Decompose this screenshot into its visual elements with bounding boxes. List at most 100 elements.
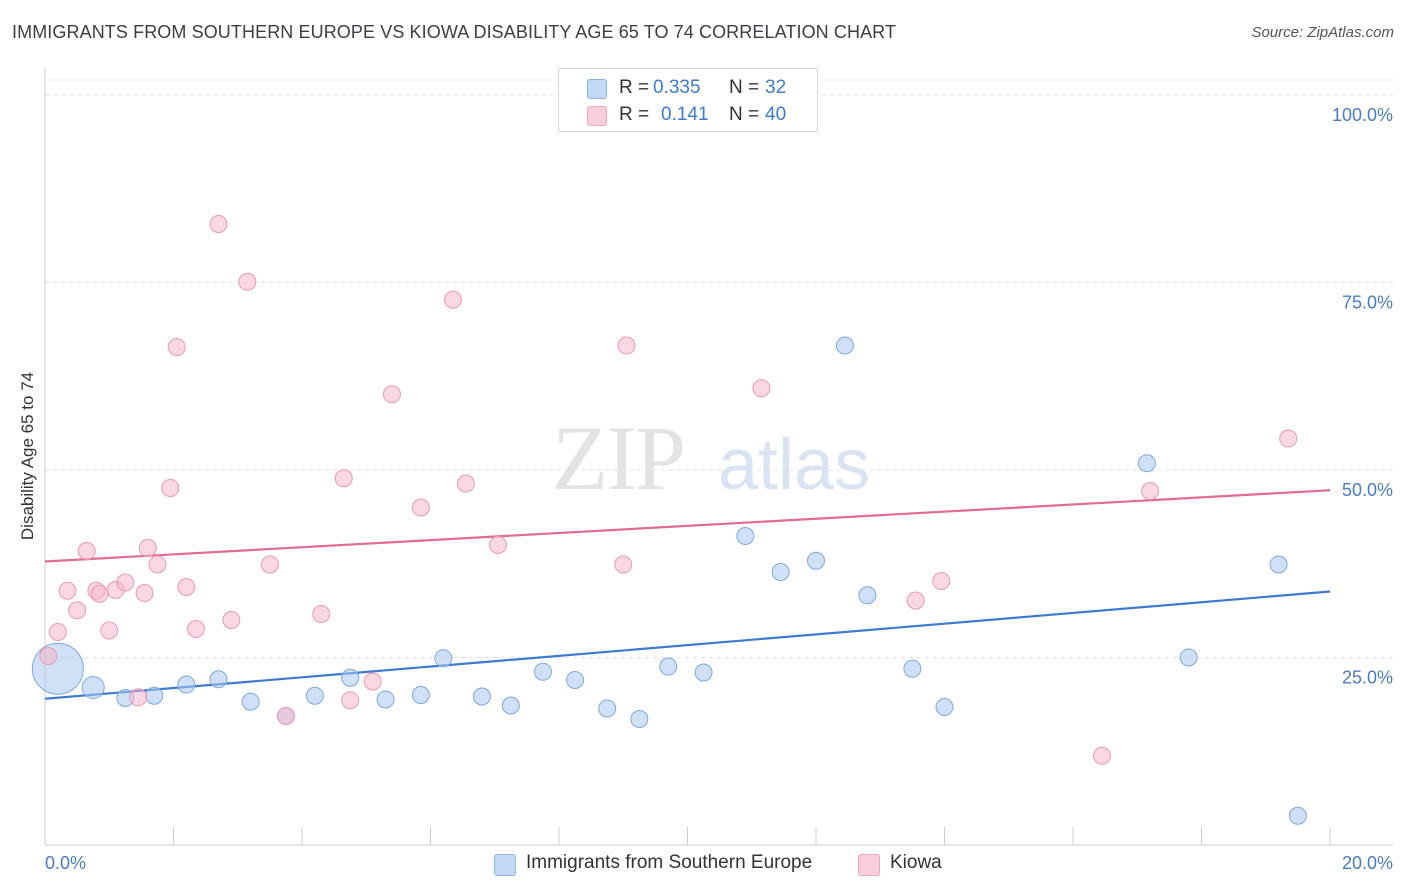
bottom-legend-swatch-pink (858, 854, 880, 876)
point-kiowa (135, 584, 154, 602)
point-southern-europe (630, 710, 649, 728)
point-kiowa (39, 647, 58, 665)
point-kiowa (148, 555, 167, 574)
legend-n-label: N = (729, 104, 760, 125)
point-southern-europe (533, 662, 552, 681)
point-kiowa (276, 707, 295, 725)
point-southern-europe (241, 692, 260, 711)
point-kiowa (1092, 746, 1111, 765)
legend-n-value: 40 (765, 104, 787, 125)
legend-r-label: R = (619, 77, 650, 98)
point-southern-europe (411, 686, 430, 704)
point-southern-europe (835, 336, 854, 355)
watermark-atlas: atlas (718, 425, 870, 505)
point-kiowa (906, 591, 925, 610)
point-kiowa (260, 555, 279, 574)
point-southern-europe (31, 642, 84, 695)
x-tick-labels: 0.0% 20.0% (45, 853, 1393, 873)
point-southern-europe (434, 649, 453, 668)
point-kiowa (411, 498, 430, 517)
bottom-legend-label: Kiowa (890, 852, 942, 873)
y-tick-label: 75.0% (1342, 293, 1393, 313)
point-kiowa (752, 379, 771, 398)
bottom-legend-label: Immigrants from Southern Europe (526, 852, 813, 873)
legend-swatch-pink (587, 106, 607, 126)
gridlines (45, 79, 1393, 658)
point-kiowa (167, 338, 186, 356)
point-kiowa (617, 336, 636, 355)
point-kiowa (138, 539, 157, 557)
point-southern-europe (472, 687, 491, 706)
y-tick-label: 50.0% (1342, 480, 1393, 500)
point-kiowa (488, 536, 507, 554)
point-kiowa (177, 578, 196, 596)
point-kiowa (209, 215, 228, 233)
y-axis-label: Disability Age 65 to 74 (18, 372, 37, 540)
point-southern-europe (305, 686, 324, 705)
point-southern-europe (145, 686, 164, 705)
point-kiowa (129, 688, 148, 707)
point-kiowa (100, 621, 119, 640)
point-kiowa (77, 542, 96, 560)
point-southern-europe (566, 671, 585, 689)
point-kiowa (161, 479, 180, 497)
point-southern-europe (341, 668, 360, 687)
point-southern-europe (209, 670, 228, 689)
data-points (31, 215, 1307, 825)
point-southern-europe (501, 696, 520, 715)
trend-line (44, 590, 1331, 700)
point-kiowa (1141, 482, 1160, 500)
point-kiowa (222, 611, 241, 629)
point-kiowa (68, 601, 87, 620)
point-southern-europe (659, 657, 678, 676)
chart-title: IMMIGRANTS FROM SOUTHERN EUROPE VS KIOWA… (12, 22, 897, 42)
point-kiowa (614, 555, 633, 574)
point-southern-europe (903, 659, 922, 678)
legend-row-southern-europe: R = 0.335 N = 32 (559, 75, 817, 101)
point-kiowa (58, 581, 77, 600)
point-southern-europe (1288, 806, 1307, 825)
legend-swatch-blue (587, 79, 607, 99)
axes (44, 68, 1393, 846)
point-kiowa (1279, 429, 1298, 448)
point-kiowa (312, 605, 331, 623)
point-kiowa (48, 623, 67, 641)
point-southern-europe (376, 690, 395, 709)
point-kiowa (443, 290, 462, 309)
point-southern-europe (935, 698, 954, 716)
point-kiowa (90, 584, 109, 603)
point-kiowa (382, 385, 401, 404)
trend-lines (44, 489, 1331, 700)
point-kiowa (186, 620, 205, 638)
point-kiowa (116, 573, 135, 592)
legend-n-label: N = (729, 77, 760, 98)
point-southern-europe (1137, 454, 1156, 473)
legend-n-value: 32 (765, 77, 787, 98)
point-kiowa (932, 572, 951, 590)
point-southern-europe (694, 663, 713, 682)
point-southern-europe (81, 675, 105, 700)
y-tick-labels: 25.0% 50.0% 75.0% 100.0% (1332, 105, 1393, 688)
point-southern-europe (858, 586, 877, 605)
x-tick-label-max: 20.0% (1342, 853, 1393, 873)
point-kiowa (363, 672, 382, 691)
point-southern-europe (807, 551, 825, 570)
stats-legend: R = 0.335 N = 32 R = 0.141 N = 40 (558, 68, 818, 132)
watermark: ZIP atlas (552, 407, 870, 509)
source-label: Source: ZipAtlas.com (1251, 24, 1394, 41)
point-southern-europe (598, 699, 617, 718)
point-southern-europe (771, 563, 790, 581)
point-kiowa (341, 691, 360, 710)
x-tick-label-min: 0.0% (45, 853, 86, 873)
bottom-legend-swatch-blue (494, 854, 516, 876)
watermark-zip: ZIP (552, 407, 684, 509)
point-kiowa (456, 474, 475, 493)
legend-row-kiowa: R = 0.141 N = 40 (559, 102, 817, 128)
point-kiowa (238, 272, 257, 291)
point-southern-europe (1269, 555, 1288, 574)
point-southern-europe (736, 527, 755, 545)
legend-r-value: 0.335 (653, 77, 701, 98)
legend-r-label: R = (619, 104, 650, 125)
point-southern-europe (1179, 648, 1198, 667)
